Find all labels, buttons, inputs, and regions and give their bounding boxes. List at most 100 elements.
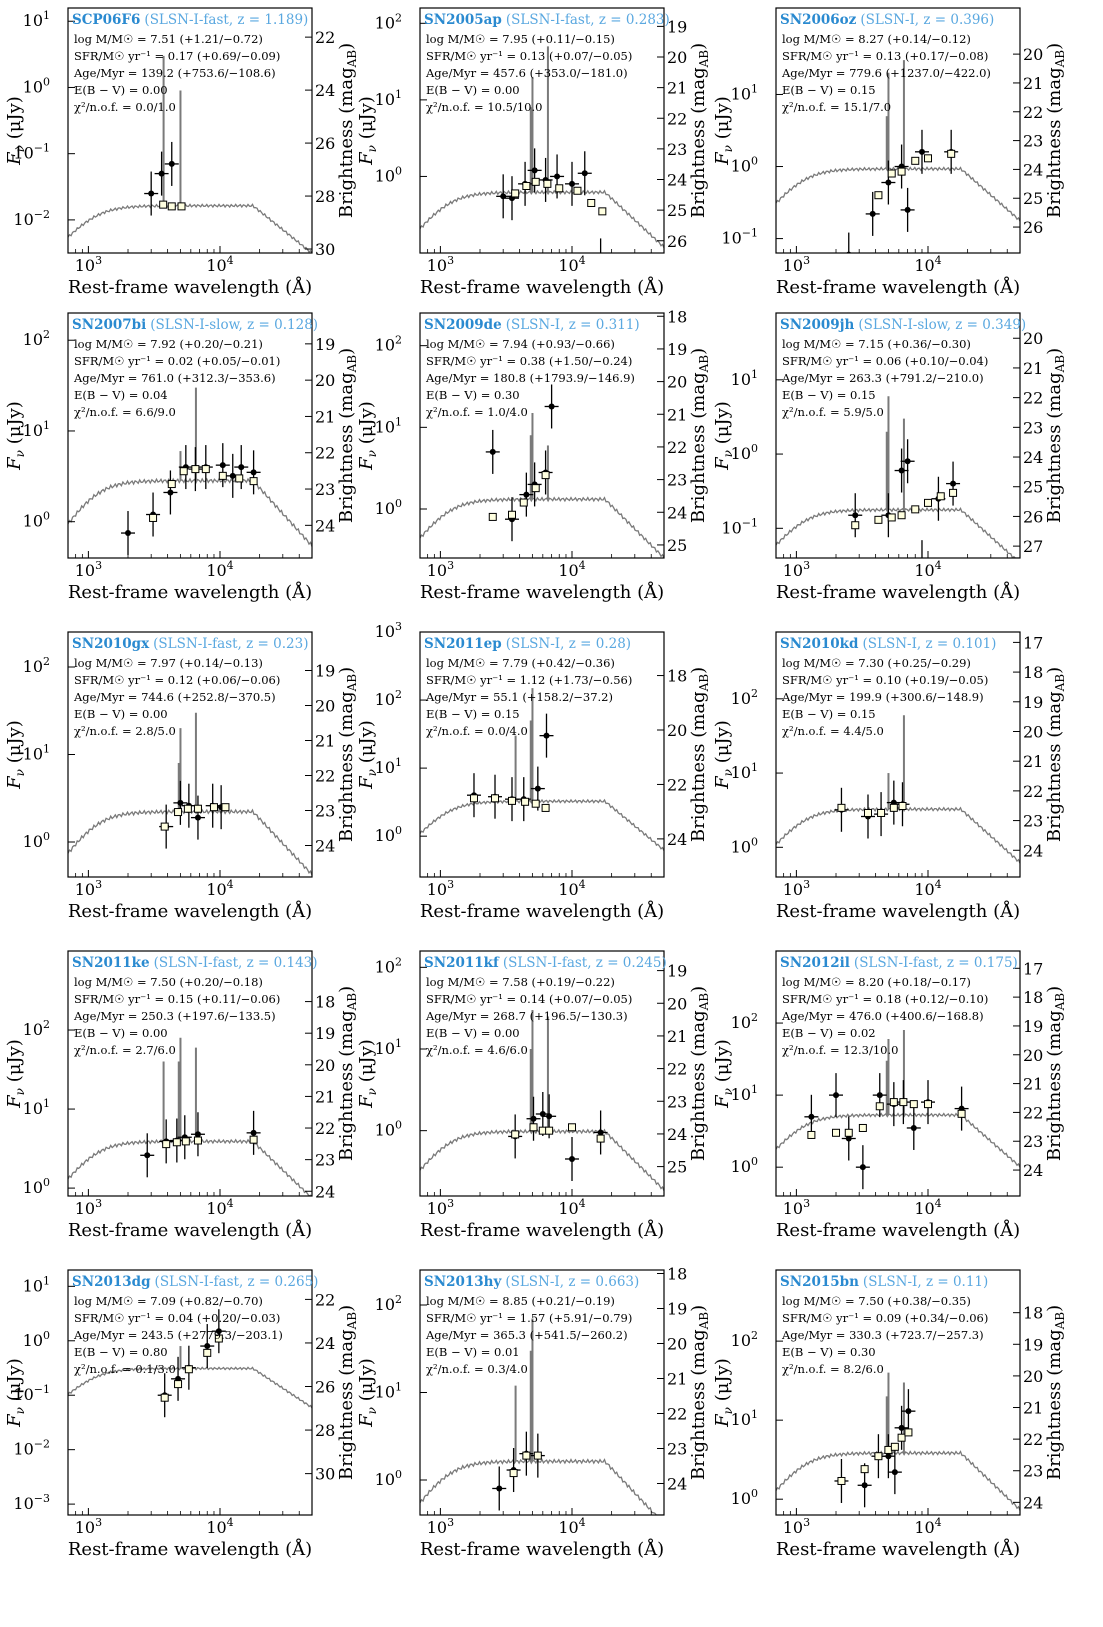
fit-parameter: SFR/M☉ yr⁻¹ = 0.17 (+0.69/−0.09) <box>74 49 280 63</box>
observed-point <box>158 170 165 177</box>
mag-tick-label: 23 <box>315 802 335 821</box>
plot-area <box>776 715 1020 864</box>
panel-object-class: (SLSN-I-fast, z = 0.283) <box>506 12 670 28</box>
model-photometry-point <box>887 169 896 178</box>
y-axis-title: Fν (μJy) <box>356 401 379 471</box>
observed-point <box>531 167 538 174</box>
mag-tick-label: 23 <box>667 1440 687 1459</box>
model-photometry-point <box>832 1128 841 1137</box>
model-photometry-point <box>573 186 582 195</box>
mag-tick-label: 23 <box>667 471 687 490</box>
fit-parameter: SFR/M☉ yr⁻¹ = 0.10 (+0.19/−0.05) <box>782 673 988 687</box>
panel-title: SN2006oz (SLSN-I, z = 0.396) <box>780 12 994 28</box>
y-tick-label: 102 <box>731 687 758 708</box>
model-sed-curve <box>776 507 1020 558</box>
sed-panel: 103 104 100 101 102 19 20 21 22 23 24 25 Rest-frame … <box>356 950 711 1241</box>
fit-parameter: E(B − V) = 0.00 <box>426 83 520 97</box>
model-photometry-point <box>174 1380 183 1389</box>
y-tick-label: 10−2 <box>13 1438 50 1459</box>
mag-tick-label: 22 <box>667 438 687 457</box>
y-tick-label: 100 <box>375 1468 402 1489</box>
fit-parameter: Age/Myr = 243.5 (+2779.3/−203.1) <box>73 1328 283 1342</box>
mag-tick-label: 19 <box>1023 1017 1043 1036</box>
mag-tick-label: 26 <box>1023 218 1043 237</box>
fit-parameter: log M/M☉ = 7.30 (+0.25/−0.29) <box>782 656 971 670</box>
x-axis-title: Rest-frame wavelength (Å) <box>420 1219 664 1241</box>
mag-tick-label: 21 <box>667 1027 687 1046</box>
plot-area <box>68 712 312 876</box>
mag-tick-label: 26 <box>315 1378 335 1397</box>
fit-parameter: log M/M☉ = 7.92 (+0.20/−0.21) <box>74 337 263 351</box>
fit-parameter: χ²/n.o.f. = 2.7/6.0 <box>74 1043 176 1057</box>
mag-tick-label: 22 <box>315 28 335 47</box>
model-photometry-point <box>851 521 860 530</box>
mag-tick-label: 23 <box>1023 1462 1043 1481</box>
mag-tick-label: 20 <box>667 48 687 67</box>
model-photometry-point <box>863 808 872 817</box>
y-right-axis-title: Brightness (magAB) <box>688 667 711 842</box>
mag-tick-label: 21 <box>1023 1399 1043 1418</box>
fit-parameter: χ²/n.o.f. = 6.6/9.0 <box>74 405 176 419</box>
panel-frame <box>775 631 1021 878</box>
plot-area <box>420 46 664 253</box>
observed-point <box>869 210 876 217</box>
mag-tick-label: 21 <box>315 407 335 426</box>
mag-tick-label: 19 <box>667 17 687 36</box>
panel-object-class: (SLSN-I-fast, z = 0.265) <box>155 1274 319 1290</box>
mag-tick-label: 24 <box>1023 841 1043 860</box>
panel-frame <box>419 312 665 559</box>
y-tick-label: 100 <box>731 1487 758 1508</box>
mag-tick-label: 20 <box>1023 722 1043 741</box>
model-photometry-point <box>511 189 520 198</box>
observed-point <box>845 1135 852 1142</box>
mag-tick-label: 18 <box>667 667 687 686</box>
observed-point <box>581 170 588 177</box>
observed-point <box>543 732 550 739</box>
observed-point <box>215 1328 222 1335</box>
fit-parameter: Age/Myr = 180.8 (+1793.9/−146.9) <box>425 371 635 385</box>
x-tick-label: 104 <box>914 1516 941 1537</box>
y-axis-title: Fν (μJy) <box>356 96 379 166</box>
y-tick-label: 10−1 <box>721 227 758 248</box>
model-photometry-point <box>909 1100 918 1109</box>
y-tick-label: 100 <box>375 497 402 518</box>
y-right-axis-title: Brightness (magAB) <box>1044 667 1067 842</box>
fit-parameter: χ²/n.o.f. = 10.5/10.0 <box>426 100 542 114</box>
panel-title: SN2009de (SLSN-I, z = 0.311) <box>424 317 640 333</box>
y-tick-label: 102 <box>375 955 402 976</box>
x-tick-label: 104 <box>206 878 233 899</box>
mag-tick-label: 23 <box>1023 1132 1043 1151</box>
panel-frame <box>67 312 313 559</box>
fit-parameter: E(B − V) = 0.00 <box>74 1026 168 1040</box>
mag-tick-label: 19 <box>667 962 687 981</box>
mag-tick-label: 22 <box>667 1060 687 1079</box>
mag-tick-label: 19 <box>315 662 335 681</box>
sed-panel: 103 104 100 101 102 18 19 20 21 22 23 24 Rest-frame … <box>356 1265 711 1561</box>
mag-tick-label: 28 <box>315 1421 335 1440</box>
y-tick-label: 100 <box>23 1329 50 1350</box>
fit-parameter: SFR/M☉ yr⁻¹ = 0.06 (+0.10/−0.04) <box>782 354 988 368</box>
y-axis-title: Fν (μJy) <box>4 1358 27 1428</box>
model-photometry-point <box>947 149 956 158</box>
x-tick-label: 104 <box>914 559 941 580</box>
model-photometry-point <box>568 1123 577 1132</box>
y-tick-label: 101 <box>375 88 402 109</box>
fit-parameter: Age/Myr = 457.6 (+353.0/−181.0) <box>425 66 628 80</box>
x-tick-label: 103 <box>427 878 454 899</box>
model-photometry-point <box>904 1428 913 1437</box>
panel-title: SN2007bi (SLSN-I-slow, z = 0.128) <box>72 317 318 333</box>
y-tick-label: 102 <box>23 1018 50 1039</box>
x-axis-title: Rest-frame wavelength (Å) <box>420 581 664 603</box>
panel-frame <box>775 7 1021 254</box>
y-tick-label: 100 <box>23 830 50 851</box>
observed-point <box>898 467 905 474</box>
fit-parameter: log M/M☉ = 8.85 (+0.21/−0.19) <box>426 1294 615 1308</box>
plot-area <box>776 1030 1020 1190</box>
model-photometry-point <box>911 505 920 514</box>
sed-panel: 103 10410−310−210−11001012224262830Rest-f… <box>4 1269 359 1560</box>
y-tick-label: 101 <box>23 1274 50 1295</box>
mag-tick-label: 22 <box>667 1405 687 1424</box>
model-photometry-point <box>897 167 906 176</box>
mag-tick-label: 25 <box>667 201 687 220</box>
